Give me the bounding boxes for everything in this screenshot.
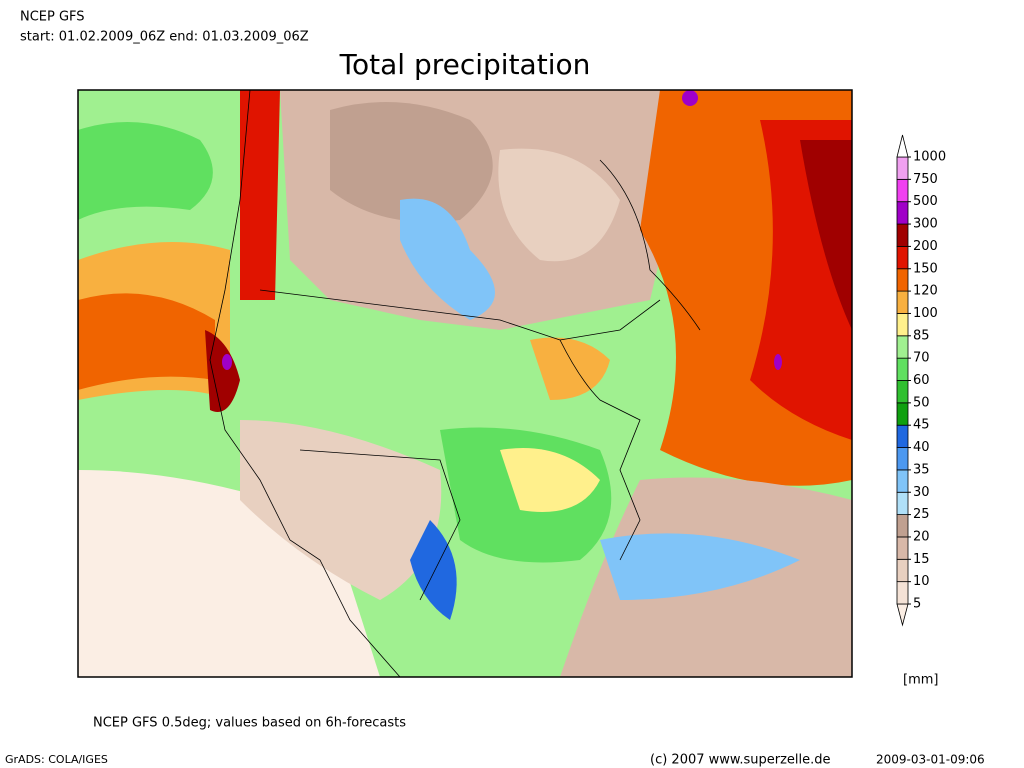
software-credit: GrADS: COLA/IGES [5,753,108,766]
colorbar-label: 45 [913,418,930,433]
model-label: NCEP GFS [20,10,85,25]
precipitation-map [78,90,852,677]
colorbar-box [896,581,909,605]
colorbar-label: 150 [913,261,938,276]
colorbar-label: 60 [913,373,930,388]
colorbar-label: 30 [913,485,930,500]
colorbar-label: 20 [913,529,930,544]
colorbar-label: 10 [913,574,930,589]
colorbar-label: 500 [913,194,938,209]
title: Total precipitation [339,48,591,81]
colorbar-label: 120 [913,284,938,299]
colorbar-box [896,402,909,426]
colorbar-label: 50 [913,395,930,410]
copyright: (c) 2007 www.superzelle.de [650,753,831,768]
colorbar-box [896,156,909,180]
colorbar-box [896,536,909,560]
colorbar-label: 25 [913,507,930,522]
colorbar-box [896,245,909,270]
colorbar-box [896,335,909,359]
colorbar-label: 1000 [913,150,946,165]
colorbar-box [896,447,909,471]
colorbar-box [896,223,909,247]
colorbar-box [896,357,909,381]
colorbar-box [896,424,909,448]
colorbar-box [896,268,909,292]
colorbar-box [896,558,909,583]
colorbar-box [896,201,909,225]
colorbar-label: 70 [913,351,930,366]
colorbar-box [896,491,909,516]
colorbar-box [896,514,909,538]
colorbar-box [896,290,909,314]
colorbar-label: 5 [913,597,921,612]
footer-note: NCEP GFS 0.5deg; values based on 6h-fore… [93,716,406,731]
colorbar-label: 35 [913,462,930,477]
colorbar-box [896,313,909,337]
colorbar-label: 15 [913,552,930,567]
colorbar-label: 40 [913,440,930,455]
colorbar-label: 300 [913,217,938,232]
colorbar-box [896,380,909,404]
colorbar-arrow-high [896,134,909,158]
map-frame [77,89,853,678]
colorbar-label: 750 [913,172,938,187]
colorbar-label: 200 [913,239,938,254]
colorbar-arrow-low [896,603,909,627]
unit-label: [mm] [903,673,938,688]
timestamp: 2009-03-01-09:06 [876,753,985,767]
colorbar-label: 100 [913,306,938,321]
colorbar: 5 10 15 20 25 30 35 40 45 50 60 70 85 100 120 150 200 300… [896,134,946,627]
colorbar-label: 85 [913,328,930,343]
colorbar-box [896,178,909,203]
period-label: start: 01.02.2009_06Z end: 01.03.2009_06… [20,30,309,45]
colorbar-box [896,469,909,493]
